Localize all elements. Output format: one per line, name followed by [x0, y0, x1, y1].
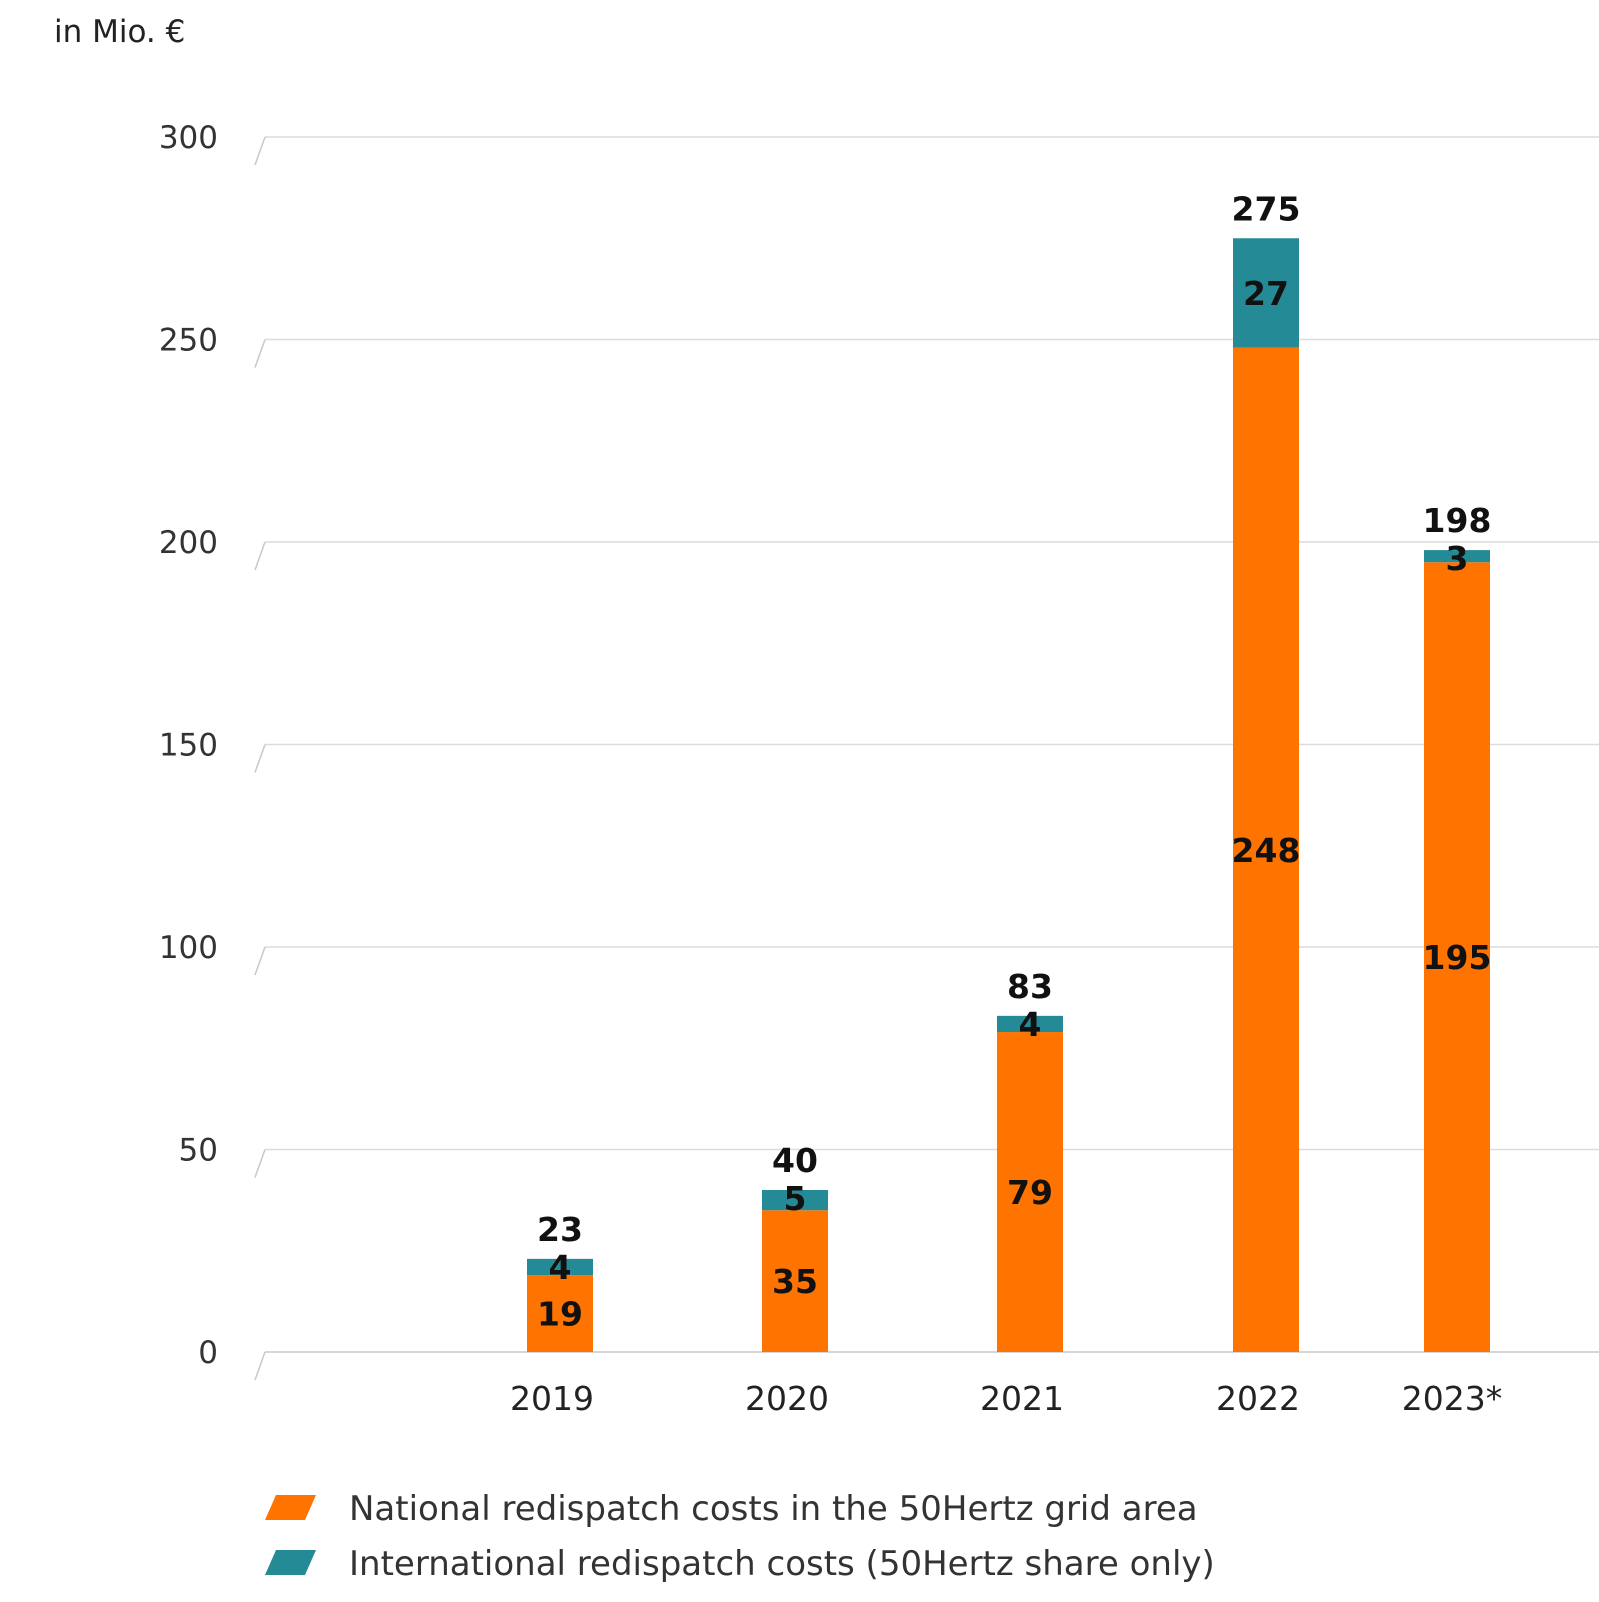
y-tick-label: 100 [159, 930, 218, 966]
y-tick-label: 250 [159, 323, 218, 359]
segment-value-label: 3 [1446, 539, 1469, 578]
y-tick-label: 300 [159, 120, 218, 156]
segment-value-label: 19 [537, 1295, 583, 1334]
segment-value-label: 5 [784, 1179, 807, 1218]
y-tick-label: 150 [159, 728, 218, 764]
x-tick-label: 2020 [745, 1379, 829, 1418]
bar-segment [997, 1015, 1063, 1033]
tick-mark [254, 1351, 266, 1381]
bar-segment [1424, 550, 1490, 563]
tick-mark [254, 1149, 266, 1178]
segment-value-label: 4 [549, 1248, 572, 1287]
segment-value-label: 27 [1243, 274, 1289, 313]
x-tick-label: 2019 [510, 1379, 594, 1418]
legend: National redispatch costs in the 50Hertz… [265, 1489, 1215, 1584]
bar-segment [1424, 562, 1490, 1352]
tick-mark [254, 946, 266, 976]
gridlines [254, 136, 1599, 1381]
tick-mark [254, 541, 266, 571]
y-axis-ticks: 0 50 100 150 200 250 300 [159, 120, 218, 1371]
y-tick-label: 200 [159, 525, 218, 561]
bar-segment [997, 1032, 1063, 1352]
y-tick-label: 50 [179, 1133, 218, 1169]
segment-value-label: 35 [772, 1262, 818, 1301]
x-axis-labels: 2019 2020 2021 2022 2023* [510, 1379, 1502, 1418]
segment-value-label: 4 [1019, 1005, 1042, 1044]
bar-segment [1233, 347, 1299, 1353]
segment-value-label: 195 [1423, 938, 1492, 977]
unit-label: in Mio. € [54, 14, 185, 50]
bar-segment [762, 1210, 828, 1352]
legend-label: International redispatch costs (50Hertz … [349, 1544, 1215, 1584]
y-tick-label: 0 [198, 1335, 218, 1371]
bar-total-label: 23 [537, 1210, 583, 1249]
bar-total-label: 275 [1232, 189, 1301, 228]
bar-segment [527, 1275, 593, 1352]
legend-swatch [265, 1495, 316, 1520]
bar-segment [527, 1258, 593, 1276]
bar-segment [762, 1190, 828, 1211]
bar-total-label: 40 [772, 1141, 818, 1180]
legend-swatch [265, 1550, 316, 1575]
x-tick-label: 2023* [1402, 1379, 1502, 1418]
bar-total-label: 83 [1007, 967, 1053, 1006]
tick-mark [254, 339, 266, 368]
segment-value-label: 79 [1007, 1173, 1053, 1212]
x-tick-label: 2022 [1216, 1379, 1300, 1418]
x-tick-label: 2021 [980, 1379, 1064, 1418]
tick-mark [254, 136, 266, 166]
tick-mark [254, 744, 266, 773]
bar-total-label: 198 [1423, 501, 1492, 540]
legend-label: National redispatch costs in the 50Hertz… [349, 1489, 1198, 1529]
segment-value-label: 248 [1232, 831, 1301, 870]
bar-segment [1233, 238, 1299, 348]
